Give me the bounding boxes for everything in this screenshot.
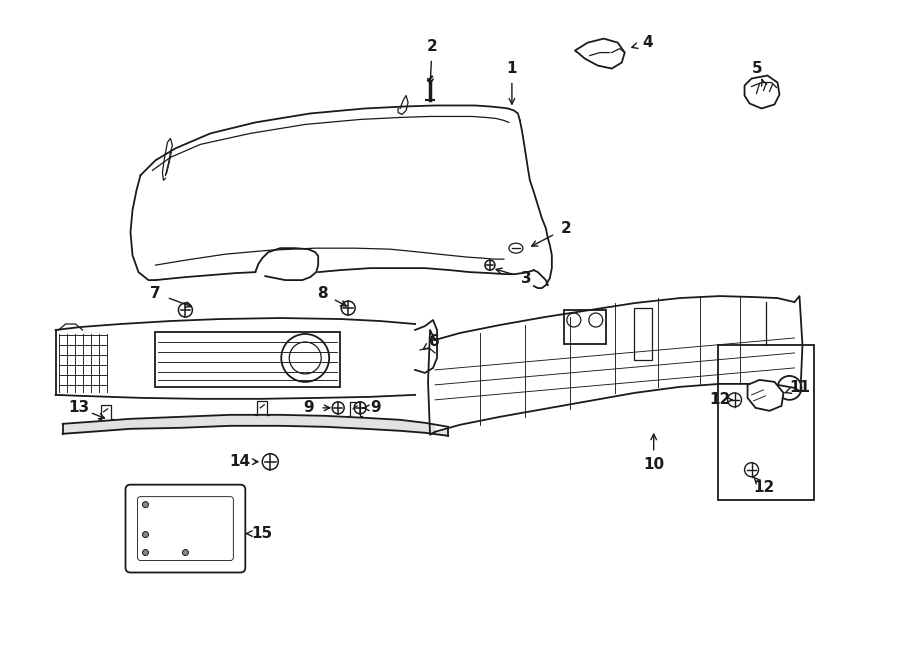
Text: 12: 12 [709,393,730,407]
Text: 1: 1 [507,61,517,76]
Text: 11: 11 [789,380,810,395]
Circle shape [142,549,148,555]
Text: 13: 13 [68,401,89,415]
Circle shape [142,502,148,508]
Bar [563,310,606,344]
Bar [717,345,814,500]
Text: 3: 3 [520,270,531,286]
Text: 14: 14 [230,454,251,469]
Circle shape [183,549,188,555]
Text: 5: 5 [752,61,763,76]
Polygon shape [575,38,625,69]
Text: 6: 6 [428,334,439,350]
Text: 2: 2 [427,39,437,54]
Circle shape [142,531,148,537]
Polygon shape [744,75,779,108]
Text: 15: 15 [252,526,273,541]
Text: 2: 2 [561,221,572,236]
Text: 9: 9 [303,401,313,415]
Text: 9: 9 [370,401,381,415]
Text: 12: 12 [753,480,774,495]
Bar [634,308,652,360]
Text: 7: 7 [150,286,161,301]
Text: 8: 8 [317,286,328,301]
Text: 4: 4 [643,35,653,50]
Bar [156,332,340,387]
Text: 10: 10 [644,457,664,472]
Polygon shape [748,380,784,411]
